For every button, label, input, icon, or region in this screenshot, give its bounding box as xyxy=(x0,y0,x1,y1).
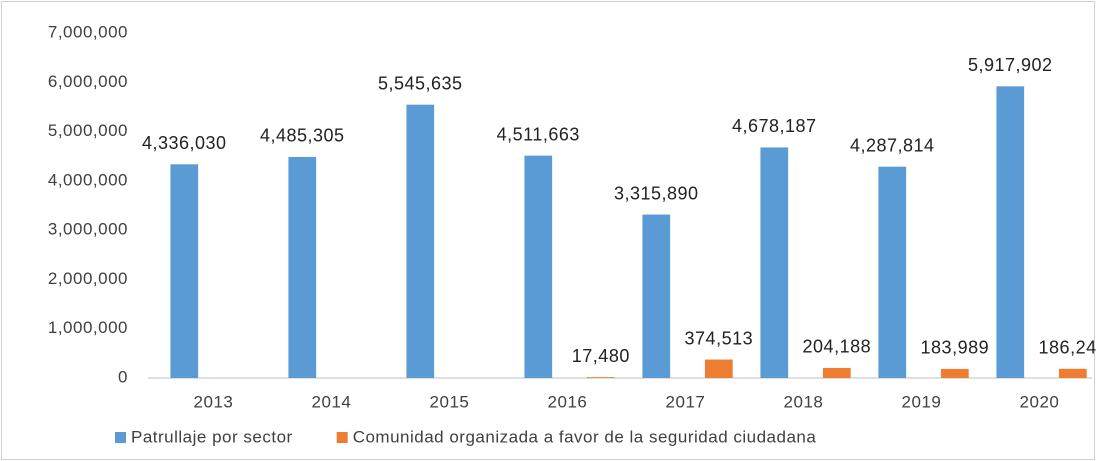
bar xyxy=(822,367,851,378)
bar xyxy=(170,164,199,378)
legend-label: Patrullaje por sector xyxy=(131,427,293,446)
x-tick-label: 2013 xyxy=(194,392,234,411)
y-tick-label: 6,000,000 xyxy=(48,72,128,91)
value-label: 204,188 xyxy=(803,337,872,357)
x-tick-label: 2014 xyxy=(312,392,352,411)
bar xyxy=(586,377,615,378)
x-tick-label: 2017 xyxy=(666,392,706,411)
legend-swatch xyxy=(115,432,126,443)
value-label: 186,249 xyxy=(1039,338,1096,358)
y-tick-label: 3,000,000 xyxy=(48,220,128,239)
legend-swatch xyxy=(336,432,348,443)
x-tick-label: 2015 xyxy=(430,392,470,411)
x-tick-label: 2016 xyxy=(548,392,588,411)
bar xyxy=(878,166,907,378)
bar xyxy=(760,147,789,378)
y-tick-label: 4,000,000 xyxy=(48,170,128,189)
y-tick-label: 2,000,000 xyxy=(48,269,128,288)
value-label: 4,678,187 xyxy=(732,116,817,136)
bar xyxy=(704,359,733,378)
bar xyxy=(406,104,435,379)
bar xyxy=(642,214,671,378)
bar xyxy=(940,368,969,378)
value-label: 4,485,305 xyxy=(260,126,345,146)
x-tick-label: 2019 xyxy=(902,392,942,411)
value-label: 17,480 xyxy=(572,346,630,366)
x-tick-label: 2020 xyxy=(1020,392,1060,411)
y-tick-label: 5,000,000 xyxy=(48,121,128,140)
value-label: 4,336,030 xyxy=(142,133,227,153)
value-label: 3,315,890 xyxy=(614,183,699,203)
value-label: 5,545,635 xyxy=(378,73,463,93)
value-label: 5,917,902 xyxy=(968,55,1053,75)
y-tick-label: 0 xyxy=(118,367,128,386)
legend-label: Comunidad organizada a favor de la segur… xyxy=(353,427,817,446)
value-label: 4,511,663 xyxy=(497,124,580,144)
x-tick-label: 2018 xyxy=(784,392,824,411)
bar xyxy=(524,155,553,378)
value-label: 374,513 xyxy=(685,328,754,348)
value-label: 183,989 xyxy=(921,338,990,358)
bar xyxy=(288,156,317,378)
value-label: 4,287,814 xyxy=(850,135,935,155)
bar xyxy=(1058,368,1087,378)
y-tick-label: 7,000,000 xyxy=(48,22,128,41)
y-tick-label: 1,000,000 xyxy=(48,318,128,337)
bar xyxy=(996,86,1025,378)
